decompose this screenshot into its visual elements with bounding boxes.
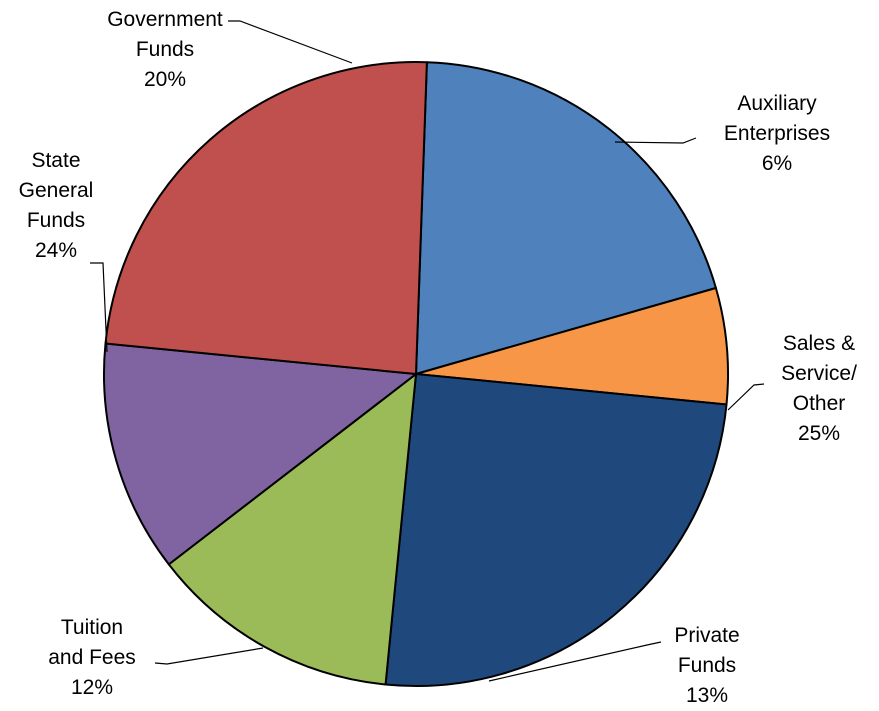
slice-label-state-general-funds: State General Funds 24% [19, 149, 94, 262]
slice-percent: 6% [762, 152, 792, 175]
slice-label-line: Private [674, 624, 739, 647]
pie-slice-sales-service-other [384, 373, 728, 687]
pie-slices [103, 61, 729, 687]
leader-line-private-funds [488, 641, 662, 682]
leader-line-tuition-and-fees [154, 647, 264, 665]
slice-percent: 13% [686, 684, 728, 707]
slice-label-tuition-and-fees: Tuition and Fees 12% [48, 616, 136, 699]
slice-label-sales-service-other: Sales & Service/Other 25% [781, 332, 857, 445]
leader-line-sales-service-other [727, 383, 765, 411]
pie-slice-government-funds [415, 61, 717, 375]
slice-label-line: Auxiliary [737, 92, 817, 115]
slice-label-line: State [31, 149, 80, 172]
slice-label-line: Government [107, 8, 223, 31]
slice-label-line: General [19, 179, 94, 202]
slice-percent: 24% [35, 239, 77, 262]
slice-labels: Government Funds 20% Auxiliary Enterprises 6%… [19, 8, 857, 707]
slice-percent: 12% [71, 676, 113, 699]
pie-slice-state-general-funds [104, 61, 428, 375]
slice-label-line: Sales & [783, 332, 855, 355]
pie-slice-tuition-and-fees [103, 342, 417, 566]
leader-lines [90, 20, 765, 682]
leader-line-state-general-funds [90, 262, 108, 353]
slice-label-line: Funds [678, 654, 736, 677]
slice-label-line: Other [793, 392, 846, 415]
leader-line-auxiliary-enterprises [614, 137, 697, 144]
slice-label-line: Funds [27, 209, 85, 232]
slice-label-line: Tuition [61, 616, 123, 639]
slice-label-private-funds: Private Funds 13% [674, 624, 739, 707]
pie-slice-private-funds [167, 373, 417, 686]
slice-label-line: Service/ [781, 362, 857, 385]
slice-label-government-funds: Government Funds 20% [107, 8, 223, 91]
leader-line-government-funds [228, 20, 353, 64]
slice-percent: 20% [144, 68, 186, 91]
slice-label-auxiliary-enterprises: Auxiliary Enterprises 6% [724, 92, 830, 175]
slice-label-line: and Fees [48, 646, 136, 669]
slice-percent: 25% [798, 422, 840, 445]
slice-label-line: Enterprises [724, 122, 830, 145]
slice-label-line: Funds [136, 38, 194, 61]
